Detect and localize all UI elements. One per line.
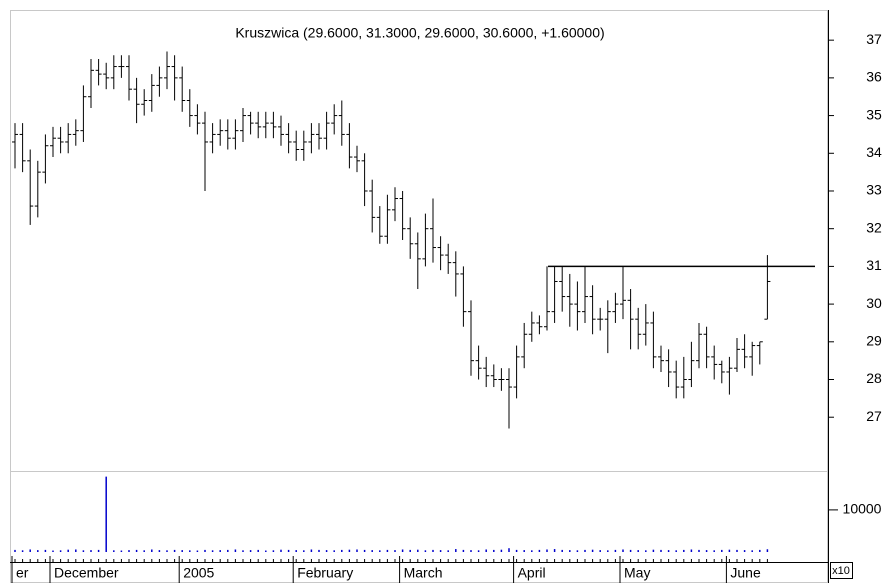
y-tick-label: 31 xyxy=(866,257,882,273)
y-tick-label: 30 xyxy=(866,295,882,311)
y-tick-label: 34 xyxy=(866,144,882,160)
x-tick-label: 2005 xyxy=(183,565,214,581)
y-tick-label: 33 xyxy=(866,182,882,198)
y-tick-label: 27 xyxy=(866,408,882,424)
y-tick-label: 32 xyxy=(866,219,882,235)
x-tick-label: February xyxy=(297,565,353,581)
x-tick-label: May xyxy=(624,565,650,581)
y-tick-label: 36 xyxy=(866,69,882,85)
x-tick-label: June xyxy=(730,565,761,581)
unit-box xyxy=(830,562,853,579)
volume-unit: x10 xyxy=(832,565,850,577)
y-tick-label: 37 xyxy=(866,31,882,47)
x-tick-label: April xyxy=(518,565,546,581)
plot-frame xyxy=(10,10,828,583)
y-tick-label: 35 xyxy=(866,106,882,122)
y-tick-label: 10000 xyxy=(843,501,882,517)
x-tick-label: March xyxy=(404,565,443,581)
x-tick-label: er xyxy=(16,565,29,581)
y-tick-label: 28 xyxy=(866,370,882,386)
y-tick-label: 29 xyxy=(866,333,882,349)
x-tick-label: December xyxy=(54,565,119,581)
chart-title: Kruszwica (29.6000, 31.3000, 29.6000, 30… xyxy=(235,25,604,41)
